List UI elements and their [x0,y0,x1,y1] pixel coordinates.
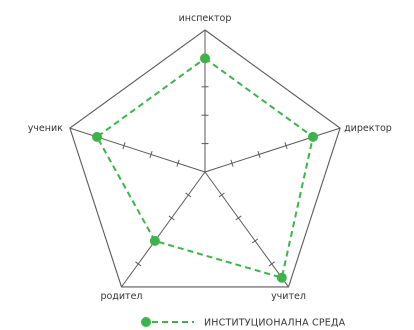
radar-tick [149,150,153,158]
radar-tick [257,150,261,158]
radar-tick [230,159,234,167]
axis-label-0: инспектор [179,13,232,24]
legend: ИНСТИТУЦИОНАЛНА СРЕДА [141,317,346,329]
radar-series [92,53,318,283]
axis-label-4: ученик [28,123,63,134]
axis-label-3: родител [100,291,142,302]
axis-labels: инспектор директор учител родител ученик [28,13,392,302]
radar-tick [218,192,225,198]
axis-label-2: учител [271,291,306,302]
radar-tick [235,215,242,221]
data-point-3 [149,235,160,246]
radar-tick [251,238,259,244]
radar-tick [268,261,275,267]
radar-grid [69,29,341,288]
data-point-0 [200,53,210,64]
radar-outer-frame [69,29,341,288]
data-point-1 [308,131,318,142]
legend-label: ИНСТИТУЦИОНАЛНА СРЕДА [204,318,346,329]
data-point-4 [92,131,102,142]
radar-tick [168,215,175,221]
radar-spoke-1 [204,127,341,173]
radar-spoke-3 [121,171,206,288]
radar-spoke-4 [69,127,206,173]
radar-spoke-2 [204,171,289,288]
radar-tick [284,142,288,150]
legend-marker [141,317,151,327]
series-line-0 [95,57,315,279]
axis-label-1: директор [344,123,392,134]
radar-tick [185,192,192,198]
radar-tick [135,261,142,267]
radar-tick [176,159,180,167]
data-point-2 [276,272,287,283]
radar-tick [122,142,126,150]
